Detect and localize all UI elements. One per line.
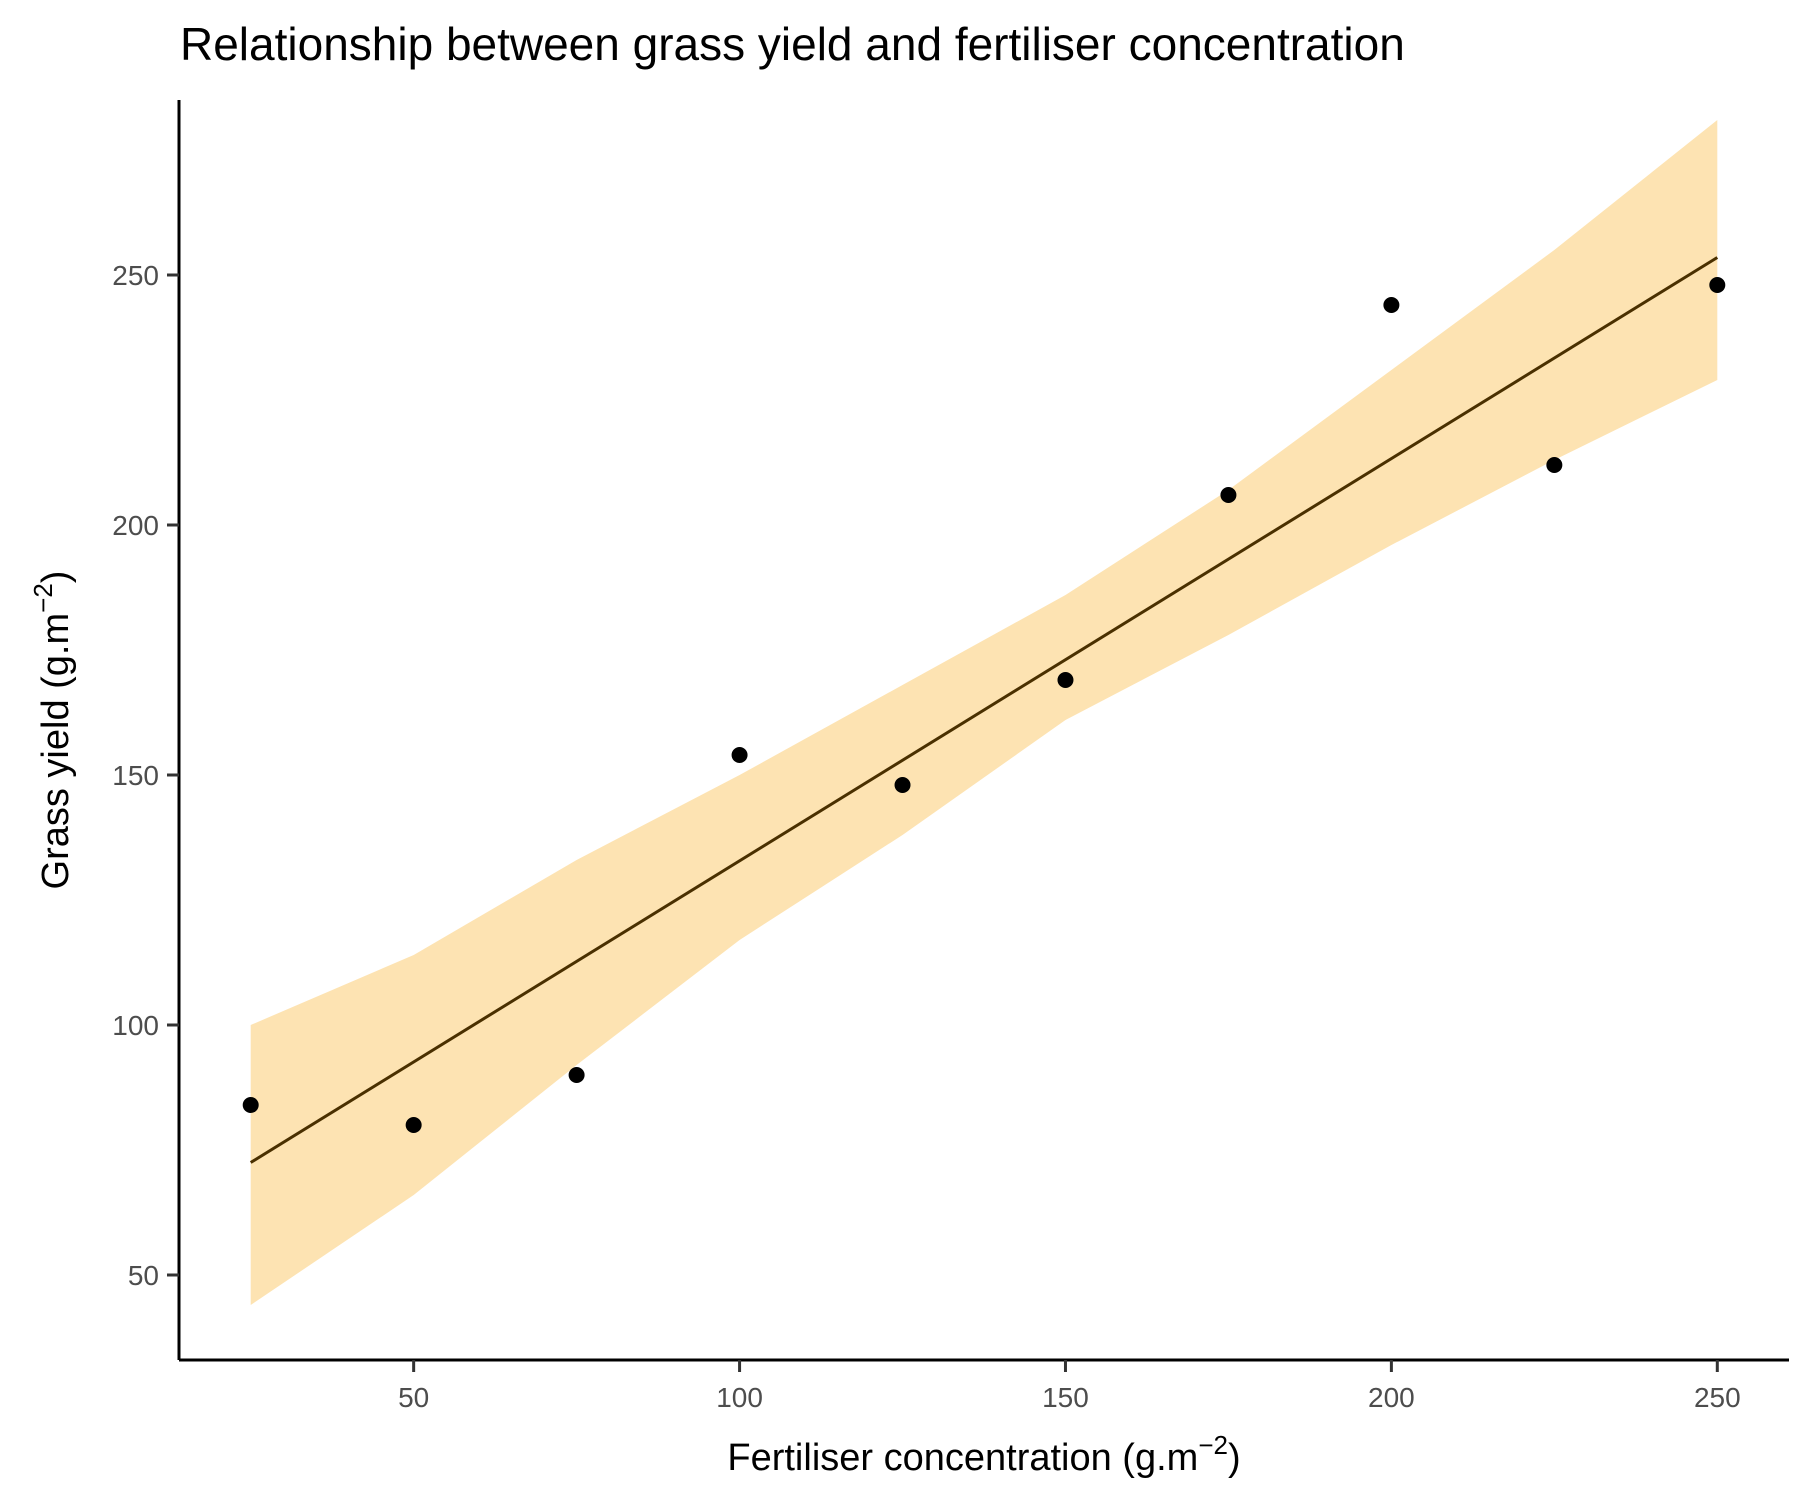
data-point (1709, 277, 1726, 293)
y-tick-label: 150 (112, 760, 159, 791)
data-point (731, 747, 748, 763)
plot-area (242, 120, 1726, 1305)
y-axis-label-close: ) (35, 571, 77, 584)
y-tick-label: 250 (112, 260, 159, 291)
y-tick-label: 100 (112, 1010, 159, 1041)
x-axis-ticks: 50 100 150 200 250 (398, 1360, 1741, 1413)
x-tick-label: 250 (1694, 1382, 1741, 1413)
y-axis-label: Grass yield (g.m−2) (28, 571, 77, 890)
x-axis-label-close: ) (1228, 1437, 1241, 1479)
x-tick-label: 50 (398, 1382, 429, 1413)
chart-title: Relationship between grass yield and fer… (180, 18, 1405, 70)
y-axis-ticks: 50 100 150 200 250 (112, 260, 179, 1291)
confidence-band (250, 120, 1718, 1305)
x-tick-label: 200 (1368, 1382, 1415, 1413)
x-tick-label: 150 (1042, 1382, 1089, 1413)
regression-line (249, 256, 1719, 1164)
x-tick-label: 100 (716, 1382, 763, 1413)
y-tick-label: 200 (112, 510, 159, 541)
y-tick-label: 50 (128, 1260, 159, 1291)
data-point (1383, 297, 1400, 313)
x-axis-label-superscript: −2 (1198, 1430, 1228, 1460)
data-point (1220, 487, 1237, 503)
data-point (568, 1067, 585, 1083)
y-axis-label-superscript: −2 (28, 583, 58, 613)
data-point (242, 1097, 259, 1113)
data-point (894, 777, 911, 793)
data-point (1057, 672, 1074, 688)
data-point (1546, 457, 1563, 473)
data-point (405, 1117, 422, 1133)
x-axis-label: Fertiliser concentration (g.m−2) (727, 1430, 1240, 1479)
